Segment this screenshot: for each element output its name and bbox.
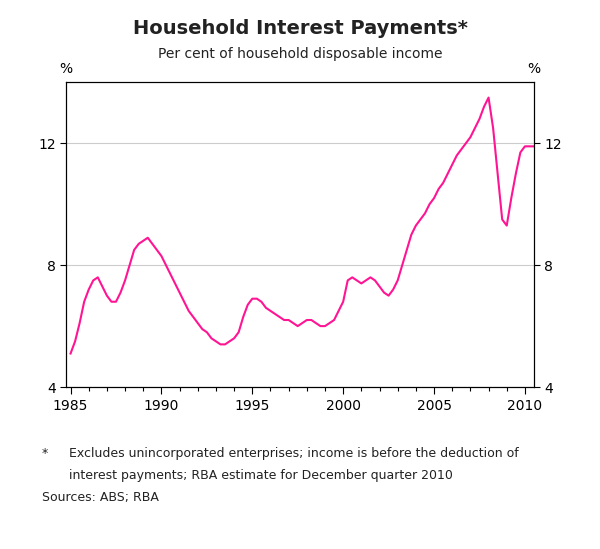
- Text: Sources: ABS; RBA: Sources: ABS; RBA: [42, 491, 159, 505]
- Text: %: %: [59, 62, 73, 76]
- Text: *: *: [42, 447, 48, 461]
- Text: Excludes unincorporated enterprises; income is before the deduction of: Excludes unincorporated enterprises; inc…: [69, 447, 519, 461]
- Text: interest payments; RBA estimate for December quarter 2010: interest payments; RBA estimate for Dece…: [69, 469, 453, 483]
- Text: Household Interest Payments*: Household Interest Payments*: [133, 19, 467, 38]
- Text: %: %: [527, 62, 541, 76]
- Text: Per cent of household disposable income: Per cent of household disposable income: [158, 47, 442, 61]
